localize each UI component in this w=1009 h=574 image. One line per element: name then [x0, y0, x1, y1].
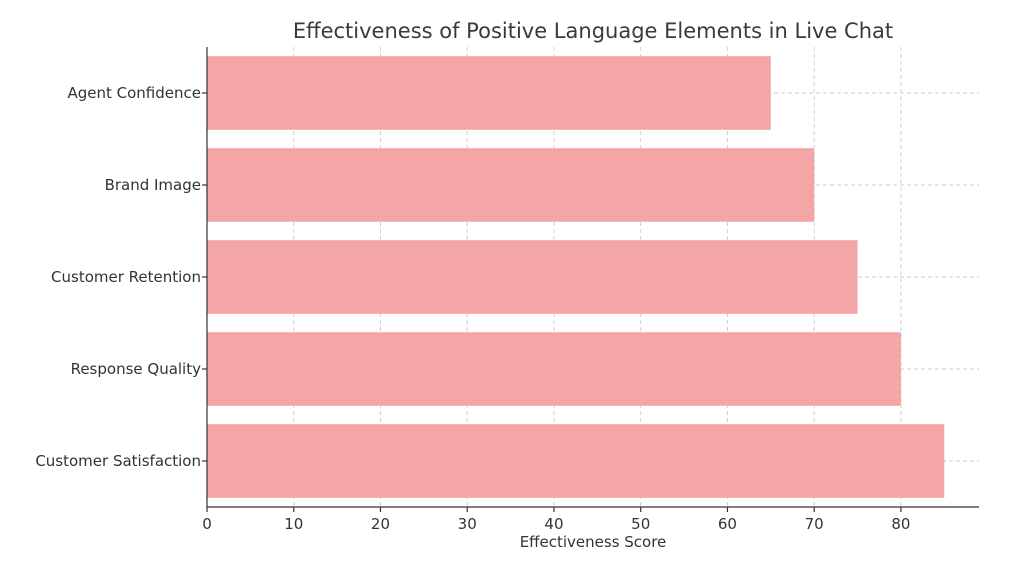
x-tick-label: 70 — [805, 515, 824, 533]
x-tick-label: 80 — [891, 515, 910, 533]
bar-brand-image — [207, 148, 815, 222]
x-tick-label: 20 — [371, 515, 390, 533]
bar-customer-retention — [207, 240, 858, 314]
y-tick-label: Response Quality — [71, 360, 202, 378]
bar-response-quality — [207, 332, 901, 406]
y-axis-ticks: Customer Satisfaction Response Quality Cus… — [35, 84, 207, 470]
y-tick-label: Agent Confidence — [67, 84, 201, 102]
x-tick-label: 10 — [284, 515, 303, 533]
x-tick-label: 40 — [544, 515, 563, 533]
x-axis-ticks: 0 10 20 30 40 50 60 70 80 — [202, 507, 910, 533]
x-tick-label: 50 — [631, 515, 650, 533]
y-tick-label: Brand Image — [105, 176, 201, 194]
y-tick-label: Customer Satisfaction — [35, 452, 201, 470]
bar-customer-satisfaction — [207, 424, 945, 498]
y-tick-label: Customer Retention — [51, 268, 201, 286]
x-tick-label: 60 — [718, 515, 737, 533]
chart-title: Effectiveness of Positive Language Eleme… — [293, 19, 893, 43]
bars — [207, 56, 945, 498]
x-axis-label: Effectiveness Score — [520, 533, 667, 551]
x-tick-label: 0 — [202, 515, 212, 533]
x-tick-label: 30 — [458, 515, 477, 533]
bar-agent-confidence — [207, 56, 771, 130]
